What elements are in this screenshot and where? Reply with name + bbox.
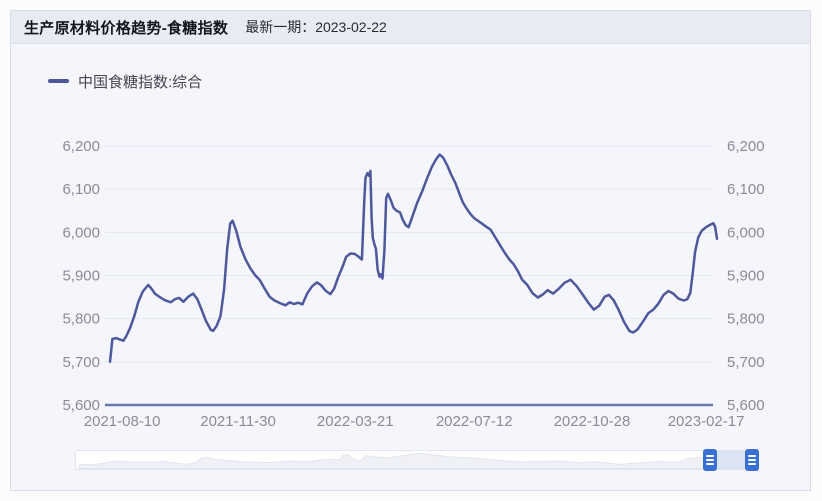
legend-label: 中国食糖指数:综合 (78, 73, 203, 91)
drag-grip-icon (706, 459, 714, 461)
drag-grip-icon (748, 455, 756, 457)
drag-grip-icon (706, 455, 714, 457)
latest-period-label: 最新一期：2023-02-22 (245, 19, 387, 35)
drag-grip-icon (748, 463, 756, 465)
datazoom-slider-track[interactable] (75, 450, 710, 470)
legend-line-marker (48, 79, 69, 83)
datazoom-right-handle[interactable] (745, 449, 759, 471)
drag-grip-icon (748, 459, 756, 461)
datazoom-left-handle[interactable] (703, 449, 717, 471)
chart-card: 生产原材料价格趋势-食糖指数 最新一期：2023-02-22 中国食糖指数:综合 (10, 10, 811, 491)
card-header: 生产原材料价格趋势-食糖指数 最新一期：2023-02-22 (11, 11, 810, 44)
datazoom-selected-window[interactable] (717, 450, 745, 470)
drag-grip-icon (706, 463, 714, 465)
legend-item-sugar-index[interactable]: 中国食糖指数:综合 (48, 72, 203, 91)
page-title: 生产原材料价格趋势-食糖指数 (24, 19, 229, 37)
